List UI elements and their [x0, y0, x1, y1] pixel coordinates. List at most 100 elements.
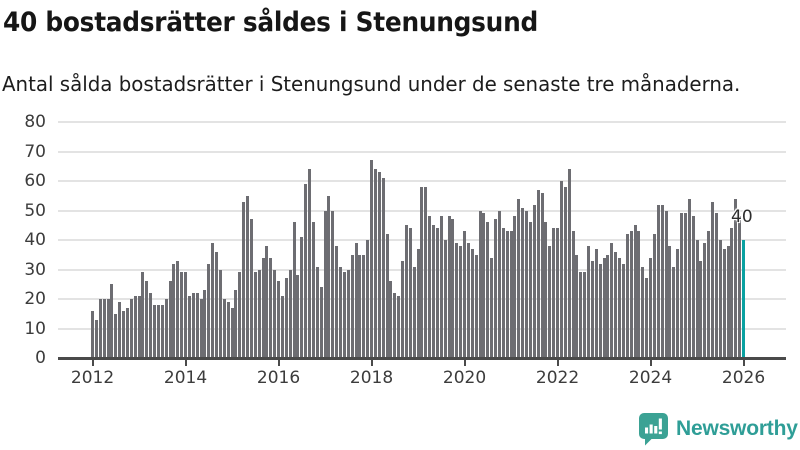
- bar: [118, 301, 122, 358]
- bar: [482, 213, 486, 358]
- bar: [335, 245, 339, 358]
- bar: [246, 195, 250, 358]
- newsworthy-wordmark: Newsworthy: [676, 417, 798, 440]
- bar: [393, 293, 397, 358]
- newsworthy-logo[interactable]: Newsworthy: [638, 412, 798, 446]
- bar: [455, 242, 459, 358]
- bar: [292, 222, 296, 358]
- bar: [652, 234, 656, 358]
- bar: [94, 319, 98, 358]
- bar: [641, 266, 645, 358]
- bar: [203, 290, 207, 358]
- newsworthy-logo-icon: [638, 412, 669, 446]
- x-axis-label: 2012: [70, 368, 115, 388]
- bar: [331, 210, 335, 358]
- y-axis-label: 0: [35, 348, 46, 368]
- bar: [637, 231, 641, 358]
- bar: [435, 228, 439, 358]
- bar: [102, 299, 106, 358]
- bar: [664, 210, 668, 358]
- bar: [629, 231, 633, 358]
- bar: [218, 269, 222, 358]
- bar: [618, 257, 622, 358]
- bar: [548, 245, 552, 358]
- bar: [180, 272, 184, 358]
- bar: [563, 186, 567, 358]
- bar: [362, 254, 366, 358]
- chart-subtitle: Antal sålda bostadsrätter i Stenungsund …: [2, 72, 741, 96]
- bar: [339, 266, 343, 358]
- bar: [649, 257, 653, 358]
- bar: [459, 245, 463, 358]
- bar: [412, 266, 416, 358]
- bar: [323, 210, 327, 358]
- bar: [366, 240, 370, 358]
- gridline-y60: [58, 180, 786, 182]
- bar: [590, 260, 594, 358]
- x-axis-label: 2024: [628, 368, 673, 388]
- bar: [265, 245, 269, 358]
- bar: [490, 257, 494, 358]
- bar: [738, 216, 742, 358]
- bar: [474, 254, 478, 358]
- bar: [517, 198, 521, 358]
- bar: [98, 299, 102, 358]
- bar: [587, 245, 591, 358]
- bar: [656, 204, 660, 358]
- bar: [470, 248, 474, 358]
- x-axis-tick: [91, 359, 94, 366]
- bar: [575, 254, 579, 358]
- bar: [114, 313, 118, 358]
- bar: [389, 281, 393, 358]
- bar: [207, 263, 211, 358]
- x-axis-label: 2020: [442, 368, 487, 388]
- bar: [234, 290, 238, 358]
- bar: [683, 213, 687, 358]
- x-axis-tick: [463, 359, 466, 366]
- bar: [625, 234, 629, 358]
- bar: [610, 242, 614, 358]
- bar: [160, 304, 164, 358]
- bar: [288, 269, 292, 358]
- bar: [598, 263, 602, 358]
- bar: [703, 242, 707, 358]
- last-value-annotation: 40: [731, 207, 753, 227]
- y-axis-label: 80: [24, 112, 46, 132]
- x-axis-tick: [277, 359, 280, 366]
- bar: [385, 234, 389, 358]
- bar: [373, 169, 377, 358]
- bar: [370, 160, 374, 358]
- x-axis-tick: [556, 359, 559, 366]
- x-axis-tick: [742, 359, 745, 366]
- bar: [416, 248, 420, 358]
- bar: [238, 272, 242, 358]
- bar: [521, 207, 525, 358]
- bar: [424, 186, 428, 358]
- bar: [269, 257, 273, 358]
- gridline-y70: [58, 150, 786, 153]
- bar: [215, 251, 219, 358]
- bar: [284, 278, 288, 358]
- bar: [602, 257, 606, 358]
- bar: [614, 251, 618, 358]
- bar: [141, 272, 145, 358]
- bar: [308, 169, 312, 358]
- bar: [346, 269, 350, 358]
- bar: [525, 210, 529, 358]
- bar: [106, 299, 110, 358]
- bar: [277, 281, 281, 358]
- bar: [439, 216, 443, 358]
- bar: [184, 272, 188, 358]
- bar: [556, 228, 560, 358]
- x-axis-label: 2018: [349, 368, 394, 388]
- x-axis-label: 2016: [256, 368, 301, 388]
- bar: [606, 254, 610, 358]
- bar: [350, 254, 354, 358]
- bar: [714, 213, 718, 358]
- bar: [226, 301, 230, 358]
- bar: [327, 195, 331, 358]
- bar: [478, 210, 482, 358]
- bar: [726, 245, 730, 358]
- bar: [133, 296, 137, 358]
